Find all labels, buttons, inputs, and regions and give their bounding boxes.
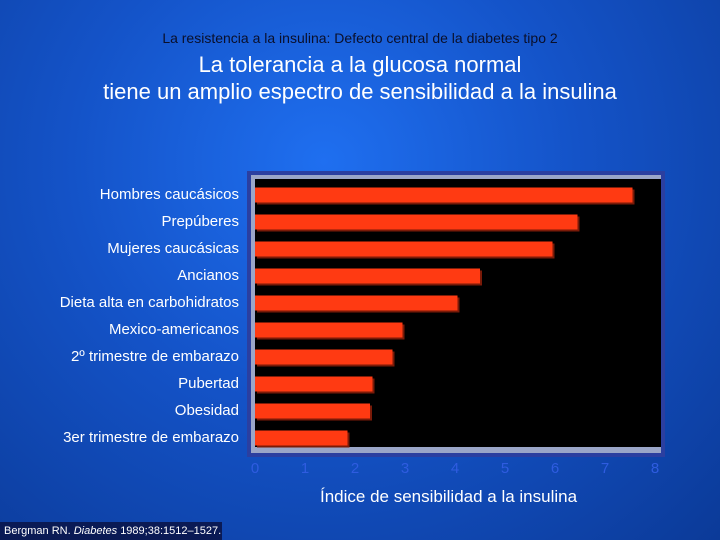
category-label: Hombres caucásicos — [99, 186, 239, 203]
bar — [255, 187, 633, 203]
x-tick-label: 0 — [251, 460, 259, 477]
slide-title: La tolerancia a la glucosa normal tiene … — [0, 51, 720, 105]
category-label: Dieta alta en carbohidratos — [59, 294, 239, 311]
bar — [255, 295, 458, 311]
x-tick-label: 1 — [301, 460, 309, 477]
citation: Bergman RN. Diabetes 1989;38:1512–1527. — [0, 522, 222, 540]
category-label: Mujeres caucásicas — [107, 240, 239, 257]
category-label: Ancianos — [177, 267, 239, 284]
bar — [255, 268, 480, 284]
category-label: Mexico-americanos — [108, 321, 239, 338]
citation-author: Bergman RN. — [4, 525, 71, 537]
bar — [255, 241, 553, 257]
bar — [255, 376, 373, 392]
bar-chart: 0 1 2 3 4 5 6 7 8 — [247, 171, 665, 477]
category-label: Prepúberes — [161, 213, 239, 230]
category-label: Pubertad — [178, 375, 239, 392]
bar — [255, 430, 348, 446]
bar — [255, 214, 578, 230]
x-tick-label: 5 — [501, 460, 509, 477]
x-tick-label: 3 — [401, 460, 409, 477]
category-label: Obesidad — [174, 402, 239, 419]
title-line-1: La tolerancia a la glucosa normal — [198, 52, 522, 77]
category-label: 3er trimestre de embarazo — [63, 429, 239, 446]
citation-details: 1989;38:1512–1527. — [120, 525, 222, 537]
title-line-2: tiene un amplio espectro de sensibilidad… — [103, 79, 617, 104]
bar — [255, 322, 403, 338]
x-axis-label: Índice de sensibilidad a la insulina — [320, 487, 578, 506]
category-label: 2º trimestre de embarazo — [70, 348, 239, 365]
slide-subtitle: La resistencia a la insulina: Defecto ce… — [162, 30, 558, 46]
citation-journal: Diabetes — [73, 525, 118, 537]
bar — [255, 349, 393, 365]
x-tick-label: 4 — [451, 460, 459, 477]
x-tick-label: 8 — [651, 460, 659, 477]
x-tick-label: 6 — [551, 460, 559, 477]
bar — [255, 403, 370, 419]
x-tick-label: 2 — [351, 460, 359, 477]
x-tick-label: 7 — [601, 460, 609, 477]
